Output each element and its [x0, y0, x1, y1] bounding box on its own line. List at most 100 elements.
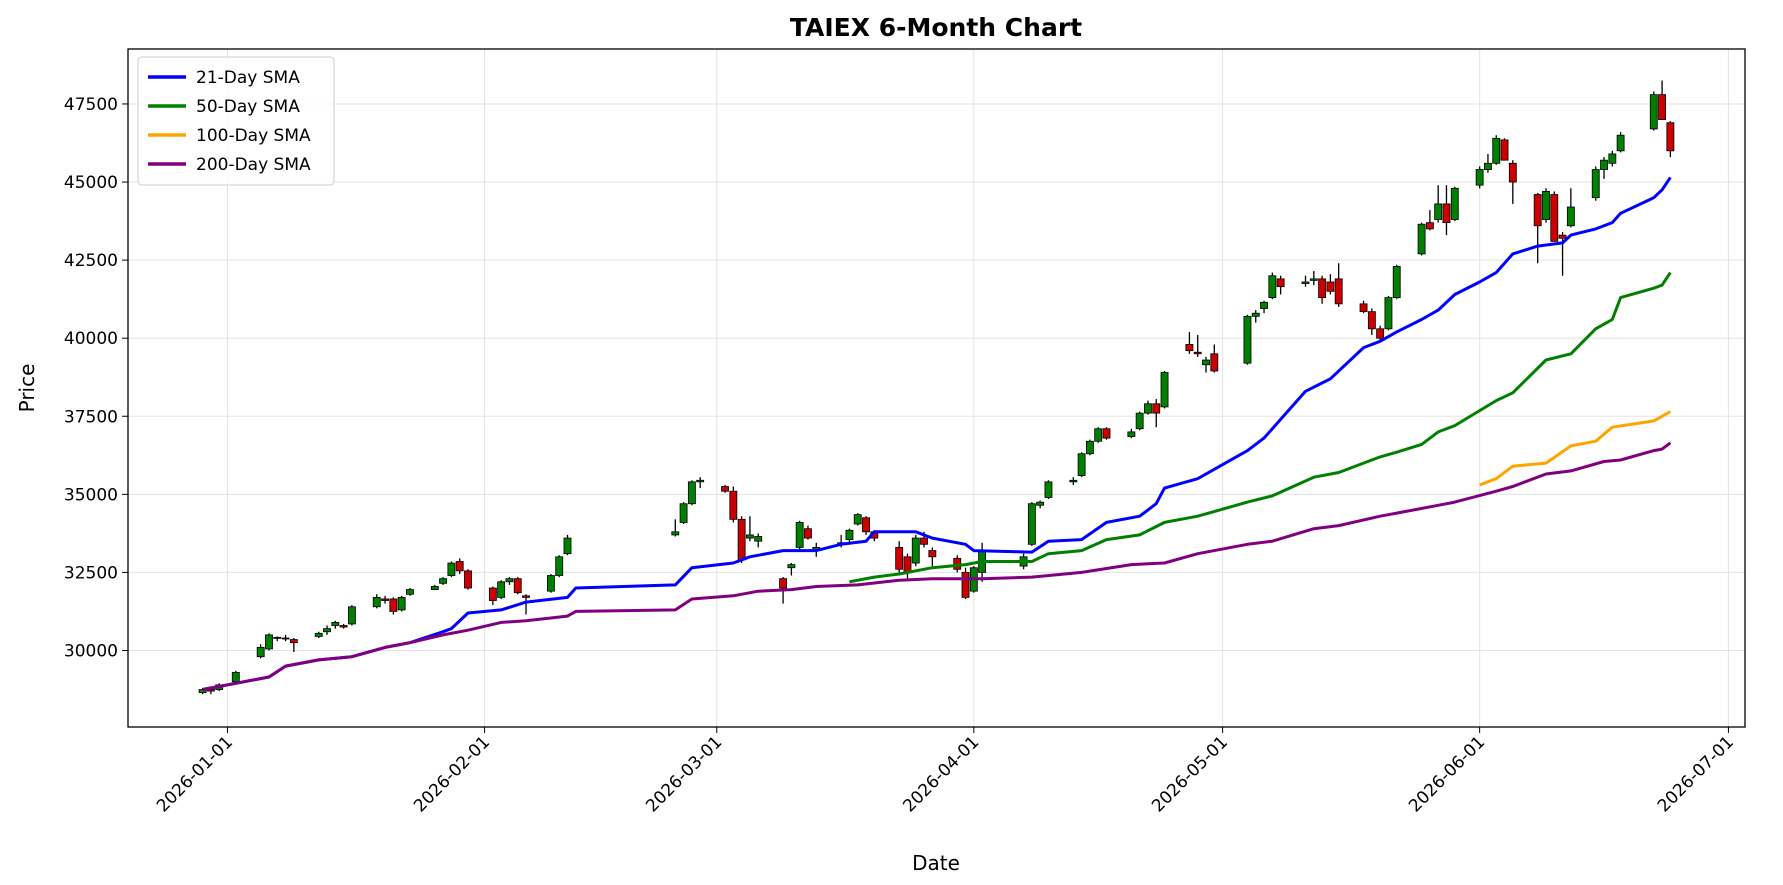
sma-line: [202, 441, 1672, 691]
candle-body: [1027, 503, 1036, 545]
candle-body: [1094, 428, 1103, 442]
candle-body: [372, 596, 381, 608]
candle-body: [1666, 122, 1675, 152]
candle-body: [862, 517, 870, 533]
candle-body: [1542, 191, 1550, 220]
candle-body: [1533, 194, 1542, 227]
candle-body: [1301, 281, 1310, 284]
candle-body: [455, 561, 464, 572]
y-tick-label: 30000: [64, 641, 118, 661]
candle-body: [1210, 353, 1219, 372]
candle-body: [1193, 351, 1202, 355]
candle-body: [1077, 453, 1086, 476]
candle-body: [1367, 311, 1376, 330]
candle-body: [1334, 278, 1343, 305]
sma-line: [849, 271, 1672, 584]
candle-body: [231, 671, 240, 683]
y-tick-label: 42500: [64, 251, 118, 271]
candle-body: [1558, 234, 1567, 239]
x-axis-label: Date: [912, 851, 960, 875]
candle-body: [1500, 139, 1509, 161]
plot-frame: [127, 48, 1746, 728]
candle-body: [1600, 159, 1608, 170]
candle-body: [1484, 162, 1492, 170]
candle-body: [928, 550, 937, 558]
candle-body: [1658, 94, 1667, 120]
candle-body: [430, 586, 439, 590]
y-tick-label: 45000: [64, 173, 118, 193]
chart-title: TAIEX 6-Month Chart: [790, 13, 1082, 42]
y-tick-label: 37500: [64, 407, 118, 427]
legend-box: [137, 56, 335, 186]
candle-body: [1359, 303, 1368, 313]
candle-body: [1202, 359, 1210, 366]
candle-body: [381, 598, 389, 601]
sma-line: [1479, 410, 1672, 487]
candle-body: [505, 578, 514, 583]
candle-body: [563, 537, 572, 555]
candle-body: [721, 486, 729, 492]
x-tick-label: 2026-06-01: [1405, 732, 1489, 816]
candle-body: [1251, 312, 1260, 317]
candle-body: [1508, 162, 1517, 183]
x-tick-label: 2026-07-01: [1654, 732, 1738, 816]
candle-body: [522, 595, 530, 598]
candle-body: [397, 596, 406, 611]
candle-body: [339, 625, 348, 628]
candle-body: [754, 536, 763, 542]
candle-body: [206, 689, 215, 692]
candle-body: [1550, 194, 1559, 242]
candle-body: [1318, 278, 1327, 298]
candle-body: [439, 578, 448, 584]
candle-body: [1260, 301, 1268, 309]
candle-body: [389, 598, 398, 612]
y-tick-label: 47500: [64, 95, 118, 115]
candle-body: [1127, 431, 1136, 437]
candle-body: [256, 646, 265, 658]
candle-body: [729, 490, 738, 520]
x-tick-label: 2026-05-01: [1148, 732, 1232, 816]
candle-body: [737, 518, 746, 561]
candle-body: [1492, 137, 1501, 164]
candle-body: [555, 556, 564, 576]
candle-body: [1326, 281, 1335, 292]
candle-body: [1425, 222, 1434, 230]
candle-body: [1608, 153, 1617, 164]
candle-body: [795, 522, 804, 548]
candle-body: [1243, 315, 1252, 364]
legend-label: 100-Day SMA: [196, 126, 311, 146]
candle-body: [289, 639, 298, 644]
y-tick-label: 35000: [64, 485, 118, 505]
legend-label: 200-Day SMA: [196, 155, 311, 175]
candle-body: [1152, 403, 1161, 414]
candle-body: [265, 634, 273, 650]
candle-body: [1591, 169, 1600, 199]
candle-body: [1036, 501, 1045, 506]
candle-body: [497, 581, 506, 598]
candle-body: [1649, 94, 1658, 130]
candle-body: [920, 537, 928, 545]
candle-body: [679, 503, 688, 523]
candle-body: [488, 587, 497, 601]
candle-body: [1069, 479, 1078, 483]
candle-body: [903, 556, 912, 573]
candle-body: [281, 637, 290, 640]
legend-label: 21-Day SMA: [196, 68, 300, 88]
candle-body: [1616, 134, 1625, 152]
y-tick-label: 40000: [64, 329, 118, 349]
candle-body: [1085, 440, 1094, 455]
candle-body: [1392, 265, 1401, 298]
candle-body: [845, 529, 854, 541]
candle-body: [671, 531, 680, 536]
candle-body: [779, 578, 788, 589]
candle-body: [1309, 278, 1318, 281]
candle-body: [1102, 428, 1111, 439]
candle-body: [513, 578, 522, 594]
candle-body: [687, 481, 696, 505]
candle-body: [1185, 344, 1194, 352]
candle-body: [961, 572, 970, 598]
candle-body: [1450, 187, 1459, 220]
candle-body: [1144, 403, 1152, 414]
x-tick-label: 2026-01-01: [153, 732, 237, 816]
candle-body: [1475, 169, 1484, 186]
